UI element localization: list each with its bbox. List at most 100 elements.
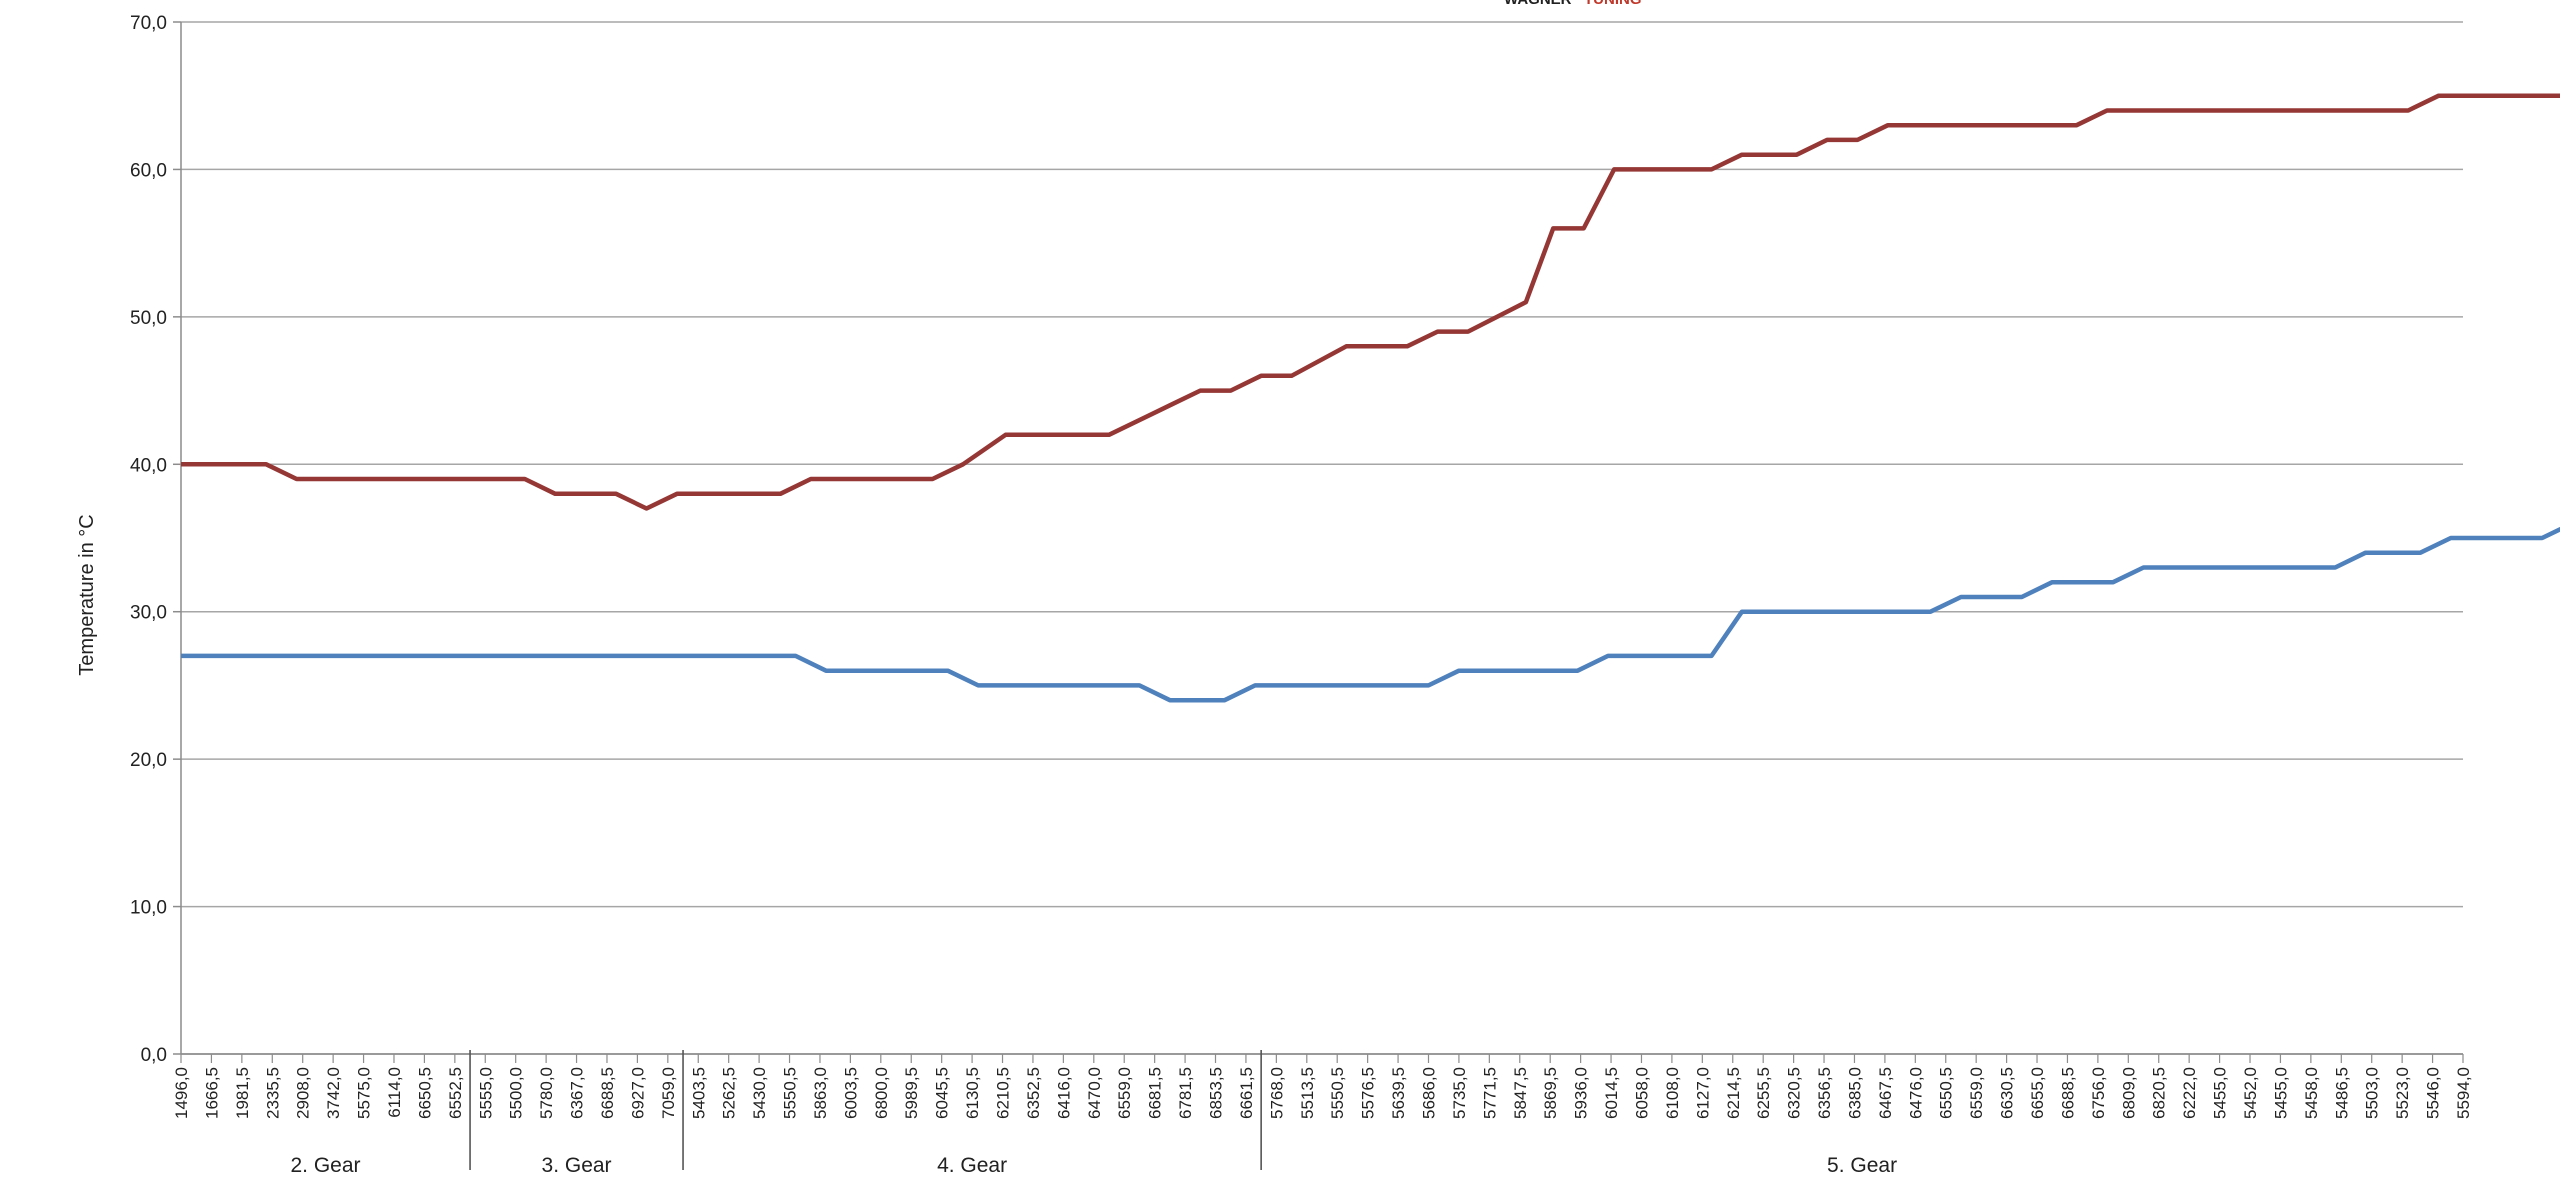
y-tick-label: 30,0: [130, 603, 167, 624]
series-line-1: [181, 93, 2560, 511]
x-tick-label: 6014,5: [1602, 1067, 1621, 1119]
logo-text-tuning: TUNING: [1584, 0, 1642, 8]
x-tick-label: 5455,0: [2271, 1067, 2290, 1119]
x-tick-label: 6470,0: [1085, 1067, 1104, 1119]
y-tick-label: 40,0: [130, 455, 167, 476]
x-tick-label: 6688,5: [598, 1067, 617, 1119]
x-tick-label: 5780,0: [537, 1067, 556, 1119]
x-tick-label: 5936,0: [1572, 1067, 1591, 1119]
x-tick-label: 6367,0: [568, 1067, 587, 1119]
x-tick-label: 5523,0: [2393, 1067, 2412, 1119]
x-tick-label: 5458,0: [2302, 1067, 2321, 1119]
x-tick-label: 6210,5: [994, 1067, 1013, 1119]
gear-group-label: 3. Gear: [542, 1154, 612, 1177]
x-tick-label: 6820,5: [2150, 1067, 2169, 1119]
x-tick-label: 6130,5: [963, 1067, 982, 1119]
x-tick-label: 6352,5: [1024, 1067, 1043, 1119]
x-tick-label: 6476,0: [1906, 1067, 1925, 1119]
x-tick-label: 6114,0: [385, 1067, 404, 1118]
x-tick-label: 5576,5: [1359, 1067, 1378, 1119]
x-tick-label: 5452,0: [2241, 1067, 2260, 1119]
x-tick-label: 6688,5: [2058, 1067, 2077, 1119]
x-tick-label: 5500,0: [507, 1067, 526, 1119]
x-tick-label: 6655,0: [2028, 1067, 2047, 1119]
x-tick-label: 2908,0: [294, 1067, 313, 1119]
x-tick-label: 6661,5: [1237, 1067, 1256, 1119]
x-tick-label: 3742,0: [324, 1067, 343, 1119]
x-tick-label: 7059,0: [659, 1067, 678, 1119]
x-tick-label: 6756,0: [2089, 1067, 2108, 1119]
y-tick-label: 20,0: [130, 750, 167, 771]
x-tick-label: 6058,0: [1632, 1067, 1651, 1119]
x-tick-label: 5513,5: [1298, 1067, 1317, 1119]
y-tick-label: 60,0: [130, 160, 167, 181]
y-axis-label: Temperature in °C: [76, 514, 98, 675]
x-tick-label: 5546,0: [2424, 1067, 2443, 1119]
gear-group-label: 4. Gear: [937, 1154, 1007, 1177]
y-tick-label: 10,0: [130, 898, 167, 919]
x-tick-label: 6320,5: [1785, 1067, 1804, 1119]
x-tick-label: 6222,0: [2180, 1067, 2199, 1119]
x-tick-label: 6552,5: [446, 1067, 465, 1119]
x-axis: [180, 22, 2463, 1055]
x-tick-label: 5989,5: [902, 1067, 921, 1119]
x-tick-label: 5455,0: [2211, 1067, 2230, 1119]
x-tick-label: 5555,0: [476, 1067, 495, 1119]
x-tick-label: 2335,5: [263, 1067, 282, 1119]
x-tick-label: 5486,5: [2332, 1067, 2351, 1119]
x-tick-label: 6853,5: [1207, 1067, 1226, 1119]
x-tick-label: 5869,5: [1541, 1067, 1560, 1119]
series-line-2: [181, 526, 2560, 703]
y-tick-label: 0,0: [141, 1045, 167, 1066]
x-tick-label: 5430,0: [750, 1067, 769, 1119]
y-axis-ticks: 0,0 10,0 20,0 30,0 40,0 50,0 60,0 70,0: [130, 13, 181, 1066]
x-tick-label: 6003,5: [841, 1067, 860, 1119]
y-tick-label: 50,0: [130, 308, 167, 329]
x-tick-label: 6927,0: [628, 1067, 647, 1119]
x-tick-label: 6214,5: [1724, 1067, 1743, 1119]
x-tick-label: 6416,0: [1054, 1067, 1073, 1119]
x-tick-label: 6385,0: [1845, 1067, 1864, 1119]
x-tick-label: 1496,0: [172, 1067, 191, 1119]
x-tick-label: 6127,0: [1693, 1067, 1712, 1119]
x-tick-label: 6781,5: [1176, 1067, 1195, 1119]
x-tick-label: 6108,0: [1663, 1067, 1682, 1119]
x-tick-label: 5403,5: [689, 1067, 708, 1119]
series-lines: [181, 93, 2560, 703]
x-tick-label: 6550,5: [1937, 1067, 1956, 1119]
gear-group-labels: 2. Gear 3. Gear 4. Gear 5. Gear: [291, 1050, 1897, 1177]
x-tick-label: 5686,0: [1419, 1067, 1438, 1119]
x-tick-label: 5262,5: [720, 1067, 739, 1119]
x-tick-label: 6467,5: [1876, 1067, 1895, 1119]
x-tick-label: 6630,5: [1998, 1067, 2017, 1119]
x-tick-label: 5550,5: [1328, 1067, 1347, 1119]
x-tick-label: 5735,0: [1450, 1067, 1469, 1119]
logo-text-wagner: WAGNER: [1504, 0, 1572, 8]
grid-lines: [181, 21, 2463, 1055]
chart-logo: WAGNER TUNING: [1504, 0, 1642, 8]
x-tick-label: 6809,0: [2119, 1067, 2138, 1119]
x-tick-label: 6559,0: [1115, 1067, 1134, 1119]
x-tick-label: 5594,0: [2454, 1067, 2473, 1119]
gear-group-label: 2. Gear: [291, 1154, 361, 1177]
x-tick-label: 1666,5: [202, 1067, 221, 1119]
x-tick-label: 5847,5: [1511, 1067, 1530, 1119]
x-tick-label: 6045,5: [933, 1067, 952, 1119]
x-tick-label: 6356,5: [1815, 1067, 1834, 1119]
x-tick-label: 5863,0: [811, 1067, 830, 1119]
x-tick-label: 6255,5: [1754, 1067, 1773, 1119]
x-tick-label: 6681,5: [1146, 1067, 1165, 1119]
y-tick-label: 70,0: [130, 13, 167, 34]
x-tick-label: 6559,0: [1967, 1067, 1986, 1119]
x-axis-tick-labels: 1496,0 1666,5 1981,5 2335,5 2908,0 3742,0 5575…: [172, 1054, 2473, 1119]
x-tick-label: 6650,5: [415, 1067, 434, 1119]
x-tick-label: 5550,5: [781, 1067, 800, 1119]
x-tick-label: 1981,5: [233, 1067, 252, 1119]
x-tick-label: 6800,0: [872, 1067, 891, 1119]
x-tick-label: 5771,5: [1480, 1067, 1499, 1119]
x-tick-label: 5768,0: [1267, 1067, 1286, 1119]
x-tick-label: 5639,5: [1389, 1067, 1408, 1119]
x-tick-label: 5503,0: [2363, 1067, 2382, 1119]
gear-group-label: 5. Gear: [1827, 1154, 1897, 1177]
